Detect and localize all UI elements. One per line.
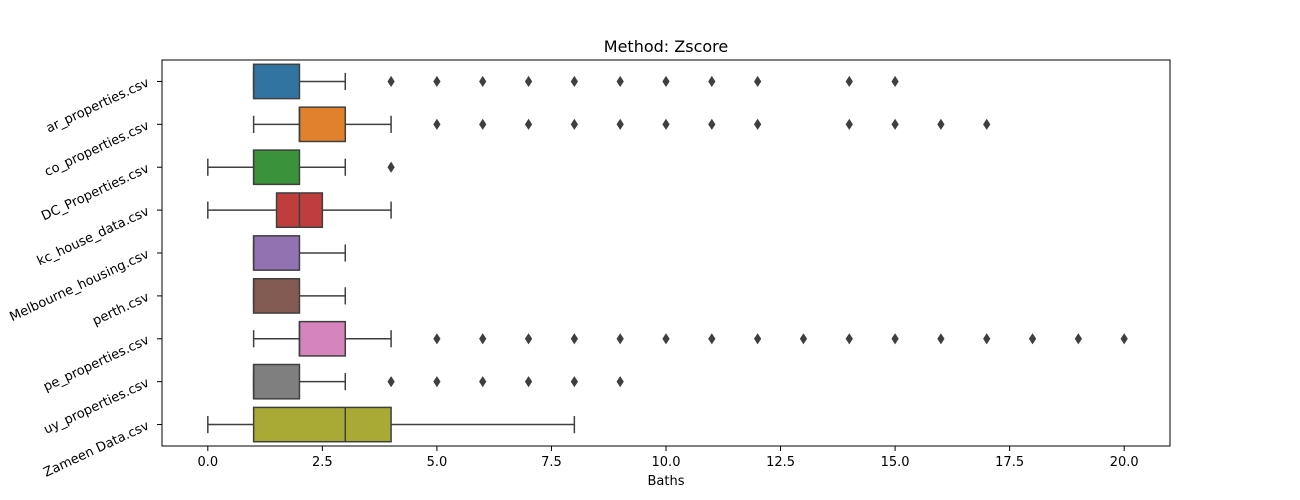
plot-area: ar_properties.csvco_properties.csvDC_Pro…	[7, 59, 1171, 481]
x-tick-label: 2.5	[312, 455, 333, 470]
outlier-point	[1120, 333, 1128, 345]
x-tick-label: 0.0	[197, 455, 218, 470]
chart-title: Method: Zscore	[604, 37, 728, 56]
outlier-point	[983, 118, 991, 130]
outlier-point	[937, 118, 945, 130]
outlier-point	[433, 376, 441, 388]
outlier-point	[570, 75, 578, 88]
outlier-point	[708, 75, 716, 88]
outlier-point	[845, 333, 853, 345]
outlier-point	[433, 333, 441, 345]
box	[252, 277, 301, 314]
outlier-point	[479, 376, 487, 388]
outlier-point	[1028, 333, 1037, 345]
outlier-point	[433, 75, 441, 88]
outlier-point	[387, 75, 395, 88]
outlier-point	[616, 376, 624, 388]
box	[252, 406, 392, 443]
outlier-point	[616, 333, 624, 345]
outlier-point	[708, 333, 716, 345]
box	[252, 149, 301, 186]
x-tick-label: 5.0	[427, 455, 448, 470]
x-tick-label: 12.5	[766, 455, 795, 470]
y-tick-label: perth.csv	[90, 290, 152, 329]
outlier-point	[662, 75, 670, 88]
outlier-point	[845, 75, 853, 88]
box	[298, 320, 347, 357]
outlier-point	[891, 75, 899, 88]
outlier-point	[754, 75, 762, 88]
outlier-point	[524, 333, 533, 345]
outlier-point	[754, 333, 762, 345]
outlier-point	[983, 333, 991, 345]
outlier-point	[937, 333, 945, 345]
outlier-point	[524, 75, 533, 88]
x-axis-label: Baths	[648, 474, 685, 489]
outlier-point	[1074, 333, 1082, 345]
outlier-point	[616, 118, 624, 130]
x-tick-label: 10.0	[652, 455, 681, 470]
x-tick-label: 20.0	[1110, 455, 1139, 470]
outlier-point	[799, 333, 808, 345]
outlier-point	[662, 118, 670, 130]
outlier-point	[616, 75, 624, 88]
outlier-point	[891, 118, 899, 130]
outlier-point	[479, 118, 487, 130]
outlier-point	[708, 118, 716, 130]
outlier-point	[524, 376, 533, 388]
outlier-point	[891, 333, 899, 345]
x-tick-label: 7.5	[541, 455, 562, 470]
outlier-point	[570, 118, 578, 130]
outlier-point	[387, 376, 395, 388]
outlier-point	[662, 333, 670, 345]
outlier-point	[433, 118, 441, 130]
outlier-point	[479, 333, 487, 345]
x-tick-label: 17.5	[995, 455, 1024, 470]
x-tick-label: 15.0	[881, 455, 910, 470]
box	[252, 63, 301, 100]
outlier-point	[754, 118, 762, 130]
box	[298, 106, 347, 143]
outlier-point	[845, 118, 853, 130]
outlier-point	[570, 333, 578, 345]
axes-frame	[161, 59, 1171, 447]
outlier-point	[524, 118, 533, 130]
outlier-point	[570, 376, 578, 388]
outlier-point	[479, 75, 487, 88]
box	[252, 235, 301, 271]
box	[252, 363, 301, 400]
outlier-point	[387, 161, 395, 173]
